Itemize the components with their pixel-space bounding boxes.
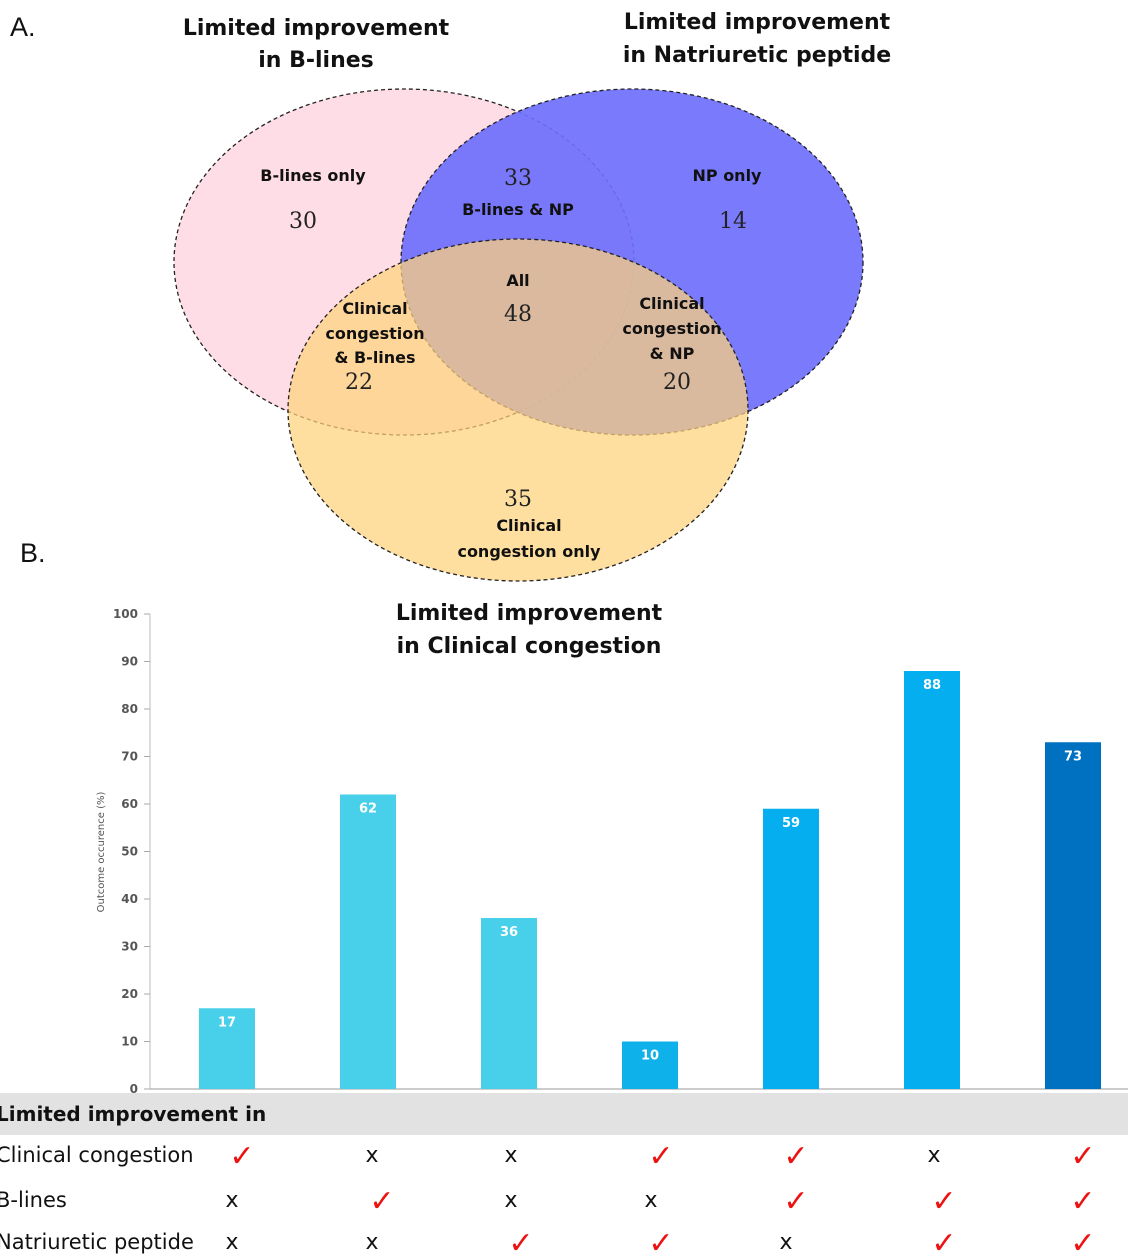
check-mark-icon: ✓ bbox=[1070, 1184, 1095, 1219]
row-label-b-lines: B-lines bbox=[0, 1188, 67, 1212]
y-tick-label: 70 bbox=[121, 750, 138, 764]
region-all-label: All bbox=[506, 271, 529, 290]
region-cc-b-label-3: & B-lines bbox=[334, 348, 415, 367]
x-mark: x bbox=[504, 1188, 517, 1213]
venn-title-clinical-line1: Limited improvement bbox=[396, 601, 663, 626]
row-label-clinical: Clinical congestion bbox=[0, 1143, 194, 1167]
x-mark: x bbox=[225, 1230, 238, 1255]
bar bbox=[199, 1008, 255, 1089]
table-header: Limited improvement in bbox=[0, 1102, 266, 1126]
region-cc-b-label-2: congestion bbox=[325, 324, 424, 343]
check-mark-icon: ✓ bbox=[931, 1184, 956, 1219]
venn-diagram bbox=[173, 88, 864, 582]
y-tick-label: 20 bbox=[121, 987, 138, 1001]
region-b-np-label: B-lines & NP bbox=[462, 200, 574, 219]
check-mark-icon: ✓ bbox=[648, 1139, 673, 1174]
x-mark: x bbox=[365, 1143, 378, 1168]
bar-value-label: 10 bbox=[641, 1049, 659, 1064]
check-mark-icon: ✓ bbox=[931, 1226, 956, 1259]
bar bbox=[481, 918, 537, 1089]
y-axis-label: Outcome occurence (%) bbox=[96, 792, 107, 913]
venn-title-b-line2: in B-lines bbox=[258, 48, 374, 73]
y-tick-label: 60 bbox=[121, 797, 138, 811]
region-b-only-count: 30 bbox=[289, 209, 317, 234]
region-cc-np-label-2: congestion bbox=[622, 319, 721, 338]
bar-value-label: 88 bbox=[923, 678, 941, 693]
venn-title-np-line2: in Natriuretic peptide bbox=[623, 43, 891, 68]
check-mark-icon: ✓ bbox=[1070, 1139, 1095, 1174]
venn-title-np-line1: Limited improvement bbox=[624, 10, 891, 35]
y-tick-label: 100 bbox=[113, 607, 138, 621]
indicator-table: Limited improvement in Clinical congesti… bbox=[0, 1093, 1128, 1259]
bar bbox=[340, 794, 396, 1089]
table-marks: ✓ x x ✓ ✓ x ✓x ✓ x x ✓ ✓ ✓x x ✓ ✓ x ✓ ✓ bbox=[225, 1139, 1095, 1259]
bar-chart: Outcome occurence (%) 0 10 20 30 40 50 60 70 80 9… bbox=[96, 607, 1128, 1096]
panel-b-label: B. bbox=[20, 538, 46, 568]
panel-a-label: A. bbox=[10, 12, 36, 42]
y-tick-label: 0 bbox=[130, 1082, 138, 1096]
check-mark-icon: ✓ bbox=[783, 1139, 808, 1174]
table-header-band bbox=[0, 1093, 1128, 1135]
region-cc-only-label-2: congestion only bbox=[457, 542, 601, 561]
y-tick-label: 50 bbox=[121, 845, 138, 859]
y-tick-label: 10 bbox=[121, 1035, 138, 1049]
check-mark-icon: ✓ bbox=[508, 1226, 533, 1259]
x-mark: x bbox=[644, 1188, 657, 1213]
y-tick-label: 30 bbox=[121, 940, 138, 954]
region-b-np-count: 33 bbox=[504, 166, 532, 191]
venn-title-clinical-line2: in Clinical congestion bbox=[397, 634, 662, 659]
check-mark-icon: ✓ bbox=[369, 1184, 394, 1219]
x-mark: x bbox=[365, 1230, 378, 1255]
bar bbox=[622, 1041, 678, 1089]
x-mark: x bbox=[927, 1143, 940, 1168]
check-mark-icon: ✓ bbox=[783, 1184, 808, 1219]
bar-value-label: 73 bbox=[1064, 749, 1082, 764]
x-mark: x bbox=[225, 1188, 238, 1213]
region-cc-only-count: 35 bbox=[504, 487, 532, 512]
y-axis-ticks: 0 10 20 30 40 50 60 70 80 90 100 bbox=[113, 607, 150, 1096]
bar bbox=[1045, 742, 1101, 1089]
check-mark-icon: ✓ bbox=[229, 1139, 254, 1174]
venn-title-np: Limited improvement in Natriuretic pepti… bbox=[623, 10, 891, 68]
bar-value-label: 62 bbox=[359, 802, 377, 817]
check-mark-icon: ✓ bbox=[648, 1226, 673, 1259]
region-np-only-count: 14 bbox=[719, 209, 747, 234]
y-tick-label: 90 bbox=[121, 655, 138, 669]
region-cc-np-label-3: & NP bbox=[650, 344, 695, 363]
bar-value-label: 36 bbox=[500, 925, 518, 940]
bar bbox=[904, 671, 960, 1089]
x-mark: x bbox=[504, 1143, 517, 1168]
region-all-count: 48 bbox=[504, 302, 532, 327]
region-cc-only-label-1: Clinical bbox=[496, 516, 561, 535]
bar bbox=[763, 808, 819, 1089]
region-cc-np-label-1: Clinical bbox=[639, 294, 704, 313]
region-cc-b-label-1: Clinical bbox=[342, 299, 407, 318]
row-label-np: Natriuretic peptide bbox=[0, 1230, 194, 1254]
venn-title-b-line1: Limited improvement bbox=[183, 16, 450, 41]
venn-title-clinical: Limited improvement in Clinical congesti… bbox=[396, 601, 663, 659]
check-mark-icon: ✓ bbox=[1070, 1226, 1095, 1259]
bar-value-label: 17 bbox=[218, 1015, 236, 1030]
venn-title-b-lines: Limited improvement in B-lines bbox=[183, 16, 450, 73]
region-np-only-label: NP only bbox=[693, 166, 763, 185]
y-tick-label: 40 bbox=[121, 892, 138, 906]
region-cc-np-count: 20 bbox=[663, 370, 691, 395]
clinical-circle bbox=[287, 238, 749, 582]
bars: 17 62 36 10 59 88 73 bbox=[199, 671, 1101, 1089]
bar-value-label: 59 bbox=[782, 816, 800, 831]
region-cc-b-count: 22 bbox=[345, 370, 373, 395]
x-mark: x bbox=[779, 1230, 792, 1255]
y-tick-label: 80 bbox=[121, 702, 138, 716]
region-b-only-label: B-lines only bbox=[260, 166, 366, 185]
